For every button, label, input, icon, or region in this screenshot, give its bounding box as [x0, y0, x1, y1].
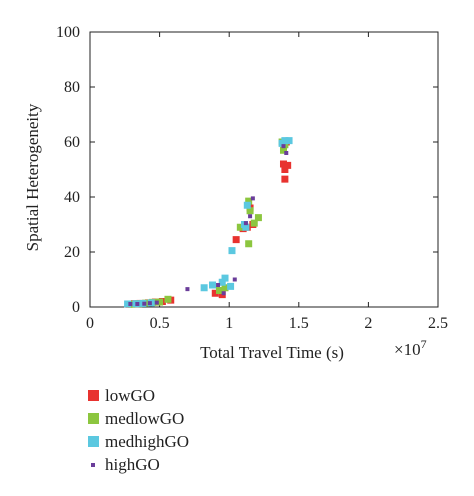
data-point-medlowGO — [156, 298, 164, 306]
data-point-highGO — [281, 144, 286, 149]
scatter-chart: 0 0.5 1 1.5 2 2.5 0 20 40 60 80 100 Total Travel Ti… — [23, 24, 448, 362]
data-point-medlowGO — [236, 223, 244, 231]
data-point-medhighGO — [221, 274, 229, 282]
x-tick-label: 1 — [225, 315, 233, 332]
axes: 0 0.5 1 1.5 2 2.5 0 20 40 60 80 100 — [56, 24, 448, 332]
y-tick-label: 80 — [64, 79, 80, 96]
data-point-lowGO — [281, 166, 289, 173]
x-tick-label: 2 — [364, 315, 372, 332]
data-point-medhighGO — [242, 223, 250, 231]
legend-label: lowGO — [105, 385, 156, 405]
x-axis-label: Total Travel Time (s) — [200, 343, 344, 362]
y-tick-label: 60 — [64, 134, 80, 151]
x-tick-label: 1.5 — [289, 315, 309, 332]
y-tick-label: 0 — [72, 299, 80, 316]
x-tick-label: 0.5 — [150, 315, 170, 332]
data-point-medlowGO — [245, 240, 253, 248]
data-point-highGO — [284, 151, 289, 155]
data-point-medlowGO — [250, 219, 258, 227]
legend-swatch — [88, 413, 99, 424]
data-point-medlowGO — [221, 284, 229, 292]
x-axis-multiplier-exponent: 7 — [421, 337, 427, 351]
data-point-highGO — [216, 283, 221, 287]
legend-label: medlowGO — [105, 408, 185, 428]
data-point-medhighGO — [281, 137, 289, 145]
y-tick-label: 40 — [64, 189, 80, 206]
data-point-highGO — [250, 196, 255, 201]
data-point-highGO — [128, 301, 133, 306]
legend-swatch — [91, 462, 95, 467]
axis-labels: Total Travel Time (s) Spatial Heterogenei… — [23, 103, 427, 362]
data-point-medhighGO — [228, 247, 236, 255]
data-point-medlowGO — [279, 146, 287, 154]
data-point-highGO — [221, 291, 226, 296]
data-point-highGO — [142, 301, 147, 306]
data-point-medlowGO — [246, 207, 254, 215]
data-point-highGO — [135, 301, 140, 306]
data-point-medhighGO — [218, 278, 226, 286]
data-point-medlowGO — [254, 214, 262, 222]
data-point-medhighGO — [227, 282, 235, 290]
data-point-highGO — [185, 287, 190, 292]
data-point-lowGO — [284, 161, 292, 169]
data-point-medhighGO — [208, 281, 216, 289]
data-point-medhighGO — [200, 284, 208, 292]
data-point-highGO — [232, 277, 237, 282]
data-point-medlowGO — [215, 287, 223, 294]
data-point-medhighGO — [285, 137, 293, 145]
x-tick-label: 2.5 — [428, 315, 448, 332]
data-point-highGO — [154, 300, 159, 305]
data-point-highGO — [147, 301, 152, 306]
data-point-medlowGO — [245, 197, 253, 205]
y-tick-label: 100 — [56, 24, 80, 41]
data-point-medhighGO — [124, 300, 132, 308]
data-point-lowGO — [232, 236, 240, 244]
data-points — [124, 137, 293, 308]
legend-item-medhighGO: medhighGO — [88, 430, 189, 453]
data-point-lowGO — [211, 289, 219, 297]
data-point-medhighGO — [243, 201, 251, 209]
plot-frame — [89, 31, 439, 308]
data-point-lowGO — [281, 175, 289, 183]
legend: lowGO medlowGO medhighGO highGO — [88, 384, 189, 476]
x-tick-label: 0 — [86, 315, 94, 332]
legend-item-lowGO: lowGO — [88, 384, 189, 407]
legend-swatch — [88, 390, 99, 401]
data-point-lowGO — [279, 160, 287, 168]
legend-item-highGO: highGO — [88, 453, 189, 476]
legend-item-medlowGO: medlowGO — [88, 407, 189, 430]
y-tick-label: 20 — [64, 244, 80, 261]
legend-label: medhighGO — [105, 431, 190, 451]
data-point-highGO — [248, 214, 253, 219]
y-axis-label: Spatial Heterogeneity — [23, 103, 42, 251]
legend-label: highGO — [105, 454, 160, 474]
data-point-highGO — [243, 221, 248, 226]
data-point-medlowGO — [164, 295, 172, 303]
x-axis-multiplier: ×107 — [394, 337, 427, 359]
legend-swatch — [88, 436, 99, 447]
